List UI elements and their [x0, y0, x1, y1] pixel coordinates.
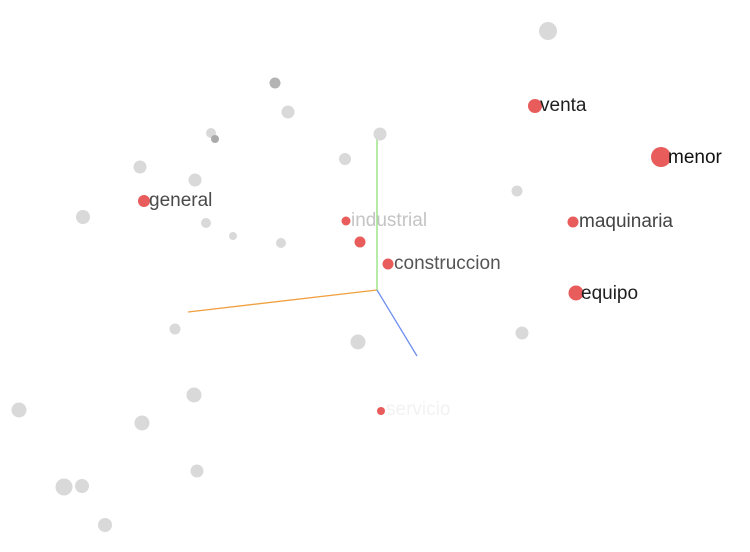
data-point[interactable] — [211, 135, 219, 143]
point-label-general[interactable]: general — [149, 190, 213, 211]
data-point[interactable] — [373, 127, 387, 141]
data-point[interactable] — [188, 173, 202, 187]
highlighted-point-maquinaria[interactable] — [567, 216, 579, 228]
data-point[interactable] — [201, 218, 211, 228]
data-point[interactable] — [55, 478, 73, 496]
highlighted-point-servicio[interactable] — [377, 407, 385, 415]
highlighted-point[interactable] — [354, 236, 366, 248]
data-point[interactable] — [134, 415, 150, 431]
z-axis-line — [376, 289, 418, 357]
data-point[interactable] — [539, 22, 557, 40]
data-point[interactable] — [281, 105, 295, 119]
data-point[interactable] — [75, 479, 89, 493]
data-point[interactable] — [350, 334, 366, 350]
data-point[interactable] — [169, 323, 181, 335]
highlighted-point-general[interactable] — [138, 195, 150, 207]
data-point[interactable] — [206, 128, 216, 138]
highlighted-point-menor[interactable] — [651, 147, 671, 167]
data-point[interactable] — [186, 387, 202, 403]
data-point[interactable] — [11, 402, 27, 418]
highlighted-point-equipo[interactable] — [568, 285, 584, 301]
data-point[interactable] — [339, 153, 351, 165]
data-point[interactable] — [98, 518, 112, 532]
point-label-menor[interactable]: menor — [668, 147, 722, 168]
data-point[interactable] — [229, 232, 237, 240]
highlighted-point-industrial[interactable] — [341, 216, 351, 226]
data-point[interactable] — [133, 160, 147, 174]
point-label-servicio[interactable]: servicio — [386, 399, 451, 420]
data-point[interactable] — [190, 464, 204, 478]
highlighted-point-venta[interactable] — [528, 99, 542, 113]
data-point[interactable] — [269, 77, 281, 89]
x-axis-line — [187, 289, 378, 313]
point-label-equipo[interactable]: equipo — [581, 283, 639, 304]
point-label-maquinaria[interactable]: maquinaria — [579, 211, 673, 232]
point-label-venta[interactable]: venta — [540, 95, 587, 116]
data-point[interactable] — [511, 185, 523, 197]
point-label-industrial[interactable]: industrial — [351, 210, 428, 231]
data-point[interactable] — [76, 210, 90, 224]
point-label-construccion[interactable]: construccion — [394, 253, 501, 274]
data-point[interactable] — [276, 238, 286, 248]
data-point[interactable] — [515, 326, 529, 340]
highlighted-point-construccion[interactable] — [382, 258, 394, 270]
